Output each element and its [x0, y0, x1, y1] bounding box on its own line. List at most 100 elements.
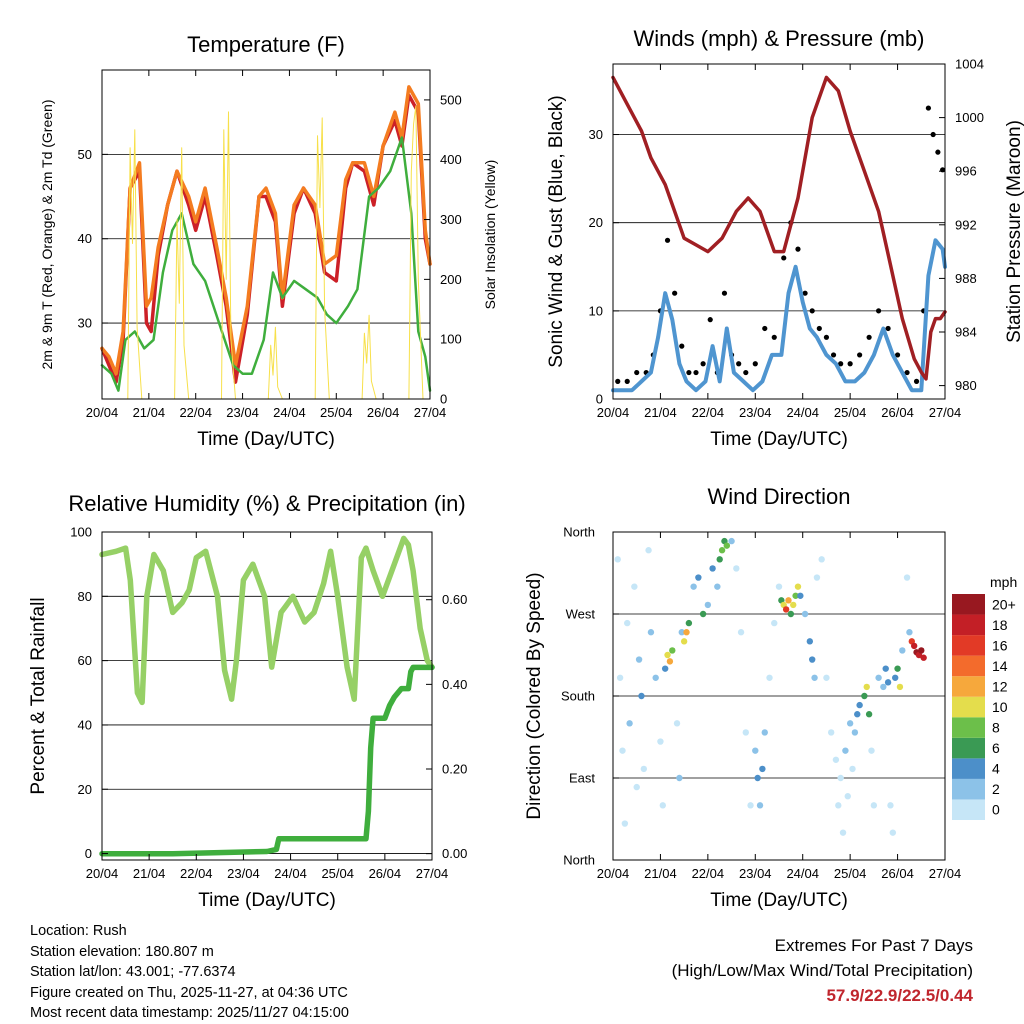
direction-point: [659, 802, 666, 809]
x-tick-label: 25/04: [834, 866, 867, 881]
direction-point: [754, 774, 761, 782]
y2-tick-label: 0.40: [442, 677, 467, 692]
direction-point: [835, 802, 842, 809]
direction-point: [882, 665, 889, 672]
colorbar-swatch: [952, 676, 985, 697]
direction-point: [894, 665, 901, 672]
gust-point: [672, 290, 678, 296]
y2-tick-label: 500: [440, 92, 462, 107]
y-axis-label: Direction (Colored By Speed): [524, 572, 545, 819]
gust-point: [857, 352, 863, 358]
y2-axis-label: Station Pressure (Maroon): [1004, 120, 1024, 343]
colorbar-swatch: [952, 758, 985, 779]
direction-point: [638, 692, 645, 700]
direction-point: [887, 802, 894, 809]
colorbar-label: 4: [992, 761, 1000, 777]
direction-point: [695, 574, 702, 581]
direction-point: [837, 774, 844, 782]
gust-point: [925, 105, 932, 111]
colorbar-swatch: [952, 696, 985, 718]
direction-point: [906, 629, 913, 636]
y-tick-label: 100: [70, 525, 92, 540]
direction-point: [759, 765, 766, 773]
direction-point: [811, 674, 818, 681]
panel-title: Temperature (F): [187, 32, 345, 57]
x-tick-label: 23/04: [739, 866, 772, 881]
direction-point: [875, 674, 882, 681]
x-tick-label: 20/04: [86, 405, 119, 420]
gust-point: [693, 369, 699, 376]
direction-point: [680, 638, 688, 645]
x-tick-label: 26/04: [881, 866, 914, 881]
extremes-title: Extremes For Past 7 Days: [774, 936, 973, 955]
x-tick-label: 21/04: [133, 405, 166, 420]
gust-point: [771, 334, 777, 340]
gust-point: [930, 131, 936, 138]
station-location: Location: Rush: [30, 923, 127, 939]
x-tick-label: 20/04: [597, 405, 630, 420]
direction-point: [709, 565, 716, 572]
direction-point: [690, 583, 697, 590]
direction-point: [782, 606, 790, 613]
direction-point: [920, 654, 927, 661]
gust-point: [830, 352, 837, 358]
direction-point: [849, 765, 856, 773]
extremes-values: 57.9/22.9/22.5/0.44: [826, 986, 973, 1005]
y-axis-label: Percent & Total Rainfall: [28, 597, 49, 794]
y2-tick-label: 0.20: [442, 762, 467, 777]
direction-point: [806, 638, 814, 645]
y-tick-label: North: [563, 525, 595, 540]
direction-point: [827, 729, 835, 736]
y-tick-label: 0: [596, 392, 603, 407]
plot-frame: [101, 69, 431, 400]
direction-point: [856, 701, 863, 709]
direction-point: [846, 720, 854, 727]
gust-point: [904, 369, 910, 376]
gust-point: [743, 369, 749, 376]
direction-point: [718, 547, 726, 554]
direction-point: [761, 729, 768, 736]
y-tick-label: North: [563, 853, 595, 868]
direction-point: [624, 619, 631, 627]
x-tick-label: 26/04: [881, 405, 914, 420]
gust-point: [802, 290, 808, 296]
y-tick-label: 50: [78, 147, 92, 162]
colorbar-title: mph: [990, 574, 1017, 590]
series-line-maroon: [611, 75, 947, 381]
x-axis-label: Time (Day/UTC): [198, 890, 336, 911]
gust-point: [781, 255, 787, 261]
colorbar-swatch: [952, 594, 985, 615]
direction-point: [792, 592, 799, 599]
direction-point: [832, 756, 840, 763]
direction-point: [880, 683, 887, 691]
direction-point: [676, 774, 683, 782]
colorbar-label: 2: [992, 781, 1000, 797]
direction-point: [704, 601, 712, 609]
direction-point: [865, 711, 873, 718]
x-tick-label: 27/04: [929, 866, 962, 881]
direction-point: [733, 565, 740, 572]
x-axis-label: Time (Day/UTC): [710, 429, 848, 450]
gust-point: [894, 352, 901, 358]
x-tick-label: 26/04: [367, 405, 400, 420]
x-tick-label: 25/04: [320, 405, 353, 420]
direction-point: [809, 656, 816, 663]
extremes-subtitle: (High/Low/Max Wind/Total Precipitation): [671, 961, 973, 980]
y2-tick-label: 200: [440, 272, 462, 287]
colorbar-label: 10: [992, 699, 1008, 715]
series-line-orange: [100, 85, 432, 376]
direction-point: [868, 747, 875, 754]
colorbar-label: 18: [992, 617, 1008, 633]
y2-tick-label: 300: [440, 212, 462, 227]
direction-point: [842, 747, 849, 754]
direction-point: [851, 729, 859, 736]
x-tick-label: 20/04: [86, 866, 119, 881]
y2-tick-label: 0: [440, 392, 447, 407]
direction-point: [635, 656, 643, 663]
x-tick-label: 23/04: [739, 405, 772, 420]
direction-point: [723, 542, 731, 549]
gust-point: [935, 149, 941, 155]
direction-point: [896, 683, 904, 691]
y-tick-label: 30: [78, 316, 92, 331]
direction-point: [685, 619, 693, 627]
